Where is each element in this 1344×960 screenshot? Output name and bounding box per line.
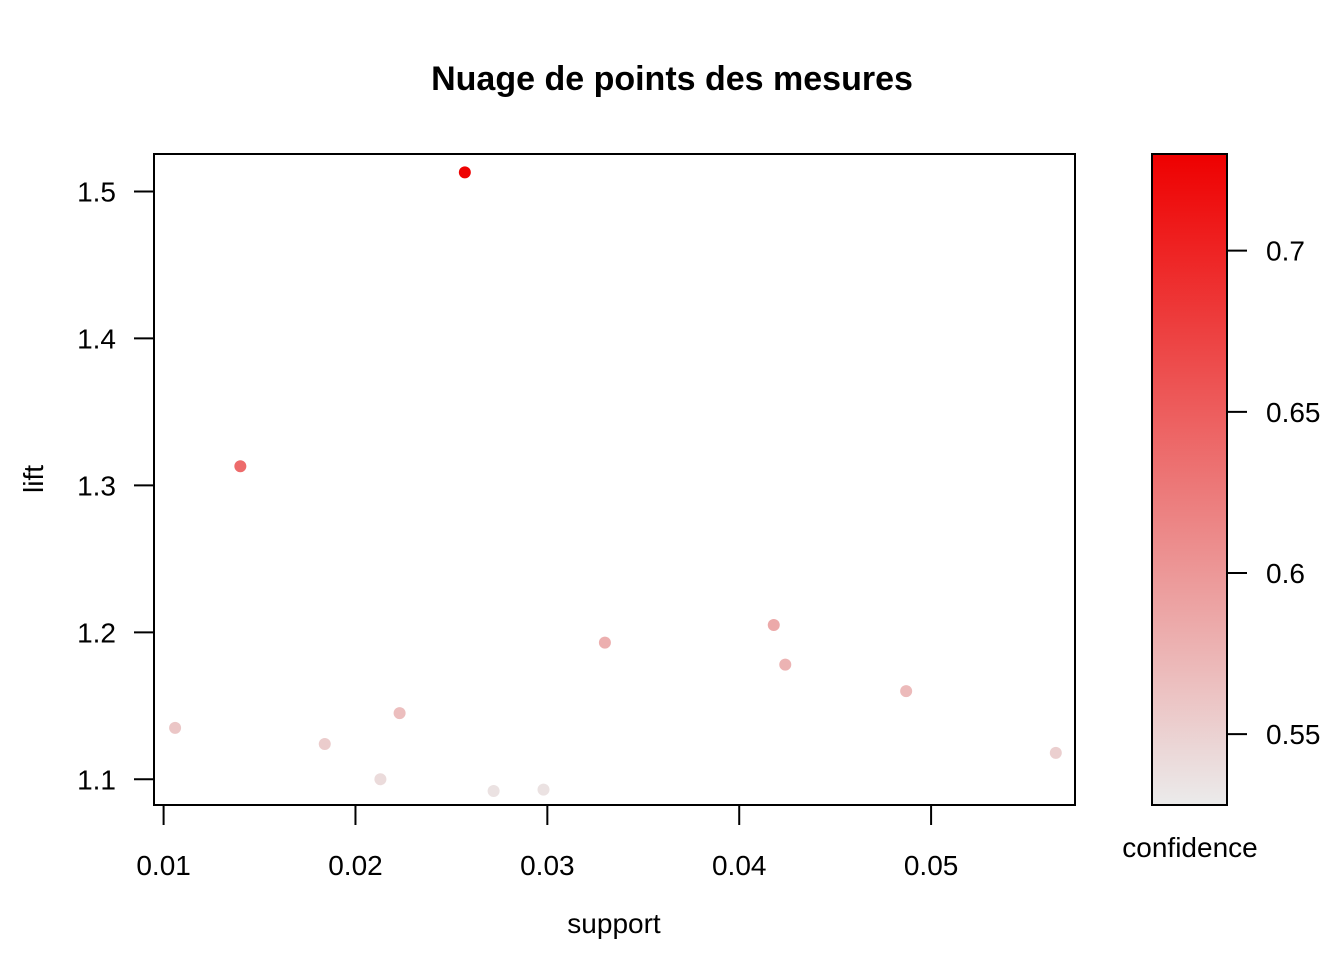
data-point [374,773,387,786]
data-point [234,460,247,473]
y-tick-label: 1.3 [77,470,116,501]
color-legend-bar [1151,153,1228,806]
x-tick-label: 0.05 [904,850,959,881]
legend-tick-label: 0.65 [1266,397,1321,428]
x-tick-label: 0.02 [328,850,383,881]
legend-tick-label: 0.7 [1266,236,1305,267]
legend-tick-label: 0.55 [1266,719,1321,750]
data-point [393,707,406,720]
y-tick-label: 1.2 [77,617,116,648]
data-point [767,618,780,631]
x-tick-label: 0.03 [520,850,575,881]
x-tick-label: 0.01 [136,850,191,881]
data-point [1049,746,1062,759]
data-point [537,783,550,796]
data-points [169,166,1062,798]
color-legend-label: confidence [1122,832,1257,863]
data-point [169,721,182,734]
data-point [318,738,331,751]
x-tick-label: 0.04 [712,850,767,881]
x-axis-label: support [567,908,661,939]
y-tick-label: 1.4 [77,323,116,354]
x-axis: 0.01 0.02 0.03 0.04 0.05 [136,804,959,881]
data-point [598,636,611,649]
legend-tick-label: 0.6 [1266,558,1305,589]
data-point [779,658,792,671]
chart-title: Nuage de points des mesures [431,60,913,98]
data-point [900,685,913,698]
y-tick-label: 1.1 [77,764,116,795]
plot-frame [153,153,1076,806]
color-legend: 0.55 0.6 0.65 0.7 confidence [1122,153,1321,863]
y-axis: 1.1 1.2 1.3 1.4 1.5 [77,176,155,795]
data-point [487,785,500,798]
data-point [458,166,471,179]
y-tick-label: 1.5 [77,176,116,207]
y-axis-label: lift [18,465,49,493]
color-legend-ticks: 0.55 0.6 0.65 0.7 [1227,236,1321,750]
